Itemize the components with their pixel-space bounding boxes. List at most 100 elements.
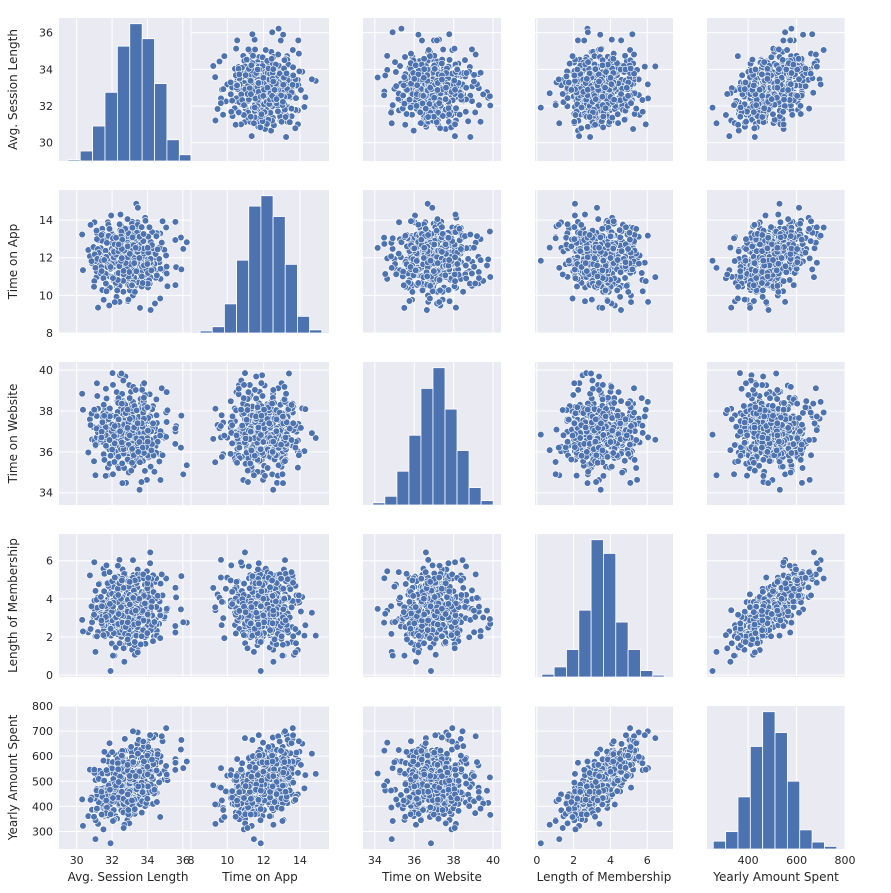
scatter-point xyxy=(623,283,630,290)
scatter-point xyxy=(600,113,607,120)
scatter-point xyxy=(436,100,443,107)
scatter-point xyxy=(154,246,161,253)
scatter-point xyxy=(618,248,625,255)
scatter-point xyxy=(587,134,594,141)
scatter-point xyxy=(625,246,632,253)
scatter-point xyxy=(401,305,408,312)
histogram-bar xyxy=(249,206,261,333)
scatter-point xyxy=(216,58,223,65)
scatter-point xyxy=(402,232,409,239)
scatter-point xyxy=(251,104,258,111)
scatter-point xyxy=(794,93,801,100)
scatter-point xyxy=(727,244,734,251)
scatter-point xyxy=(106,226,113,233)
scatter-point xyxy=(296,50,303,57)
scatter-point xyxy=(91,406,98,413)
scatter-point xyxy=(94,380,101,387)
scatter-point xyxy=(760,287,767,294)
scatter-point xyxy=(245,46,252,53)
scatter-point xyxy=(415,31,422,38)
scatter-point xyxy=(751,298,758,305)
scatter-point xyxy=(586,232,593,239)
scatter-point xyxy=(774,244,781,251)
scatter-point xyxy=(607,255,614,262)
histogram-bar xyxy=(212,327,224,333)
scatter-point xyxy=(252,46,259,53)
scatter-point xyxy=(163,419,170,426)
scatter-point xyxy=(565,79,572,86)
panel-time-on-app-vs-time-on-website xyxy=(363,190,501,333)
scatter-point xyxy=(102,473,109,480)
scatter-point xyxy=(114,287,121,294)
scatter-point xyxy=(802,65,809,72)
scatter-point xyxy=(153,233,160,240)
scatter-point xyxy=(183,462,190,469)
scatter-point xyxy=(88,258,95,265)
scatter-point xyxy=(782,299,789,306)
scatter-point xyxy=(427,295,434,302)
scatter-point xyxy=(788,25,795,32)
scatter-point xyxy=(129,234,136,241)
panel-time-on-app-vs-yearly-amount-spent xyxy=(707,190,845,333)
scatter-point xyxy=(629,31,636,38)
scatter-point xyxy=(633,226,640,233)
scatter-point xyxy=(411,76,418,83)
scatter-point xyxy=(456,225,463,232)
scatter-point xyxy=(446,298,453,305)
scatter-point xyxy=(463,84,470,91)
histogram-bar xyxy=(273,217,285,333)
scatter-point xyxy=(292,444,299,451)
scatter-point xyxy=(120,377,127,384)
scatter-point xyxy=(247,78,254,85)
scatter-point xyxy=(163,252,170,259)
scatter-point xyxy=(622,52,629,59)
scatter-point xyxy=(151,468,158,475)
scatter-point xyxy=(652,63,659,70)
scatter-point xyxy=(641,63,648,70)
scatter-point xyxy=(144,261,151,268)
scatter-point xyxy=(439,60,446,67)
scatter-point xyxy=(788,70,795,77)
scatter-point xyxy=(103,280,110,287)
scatter-point xyxy=(248,62,255,69)
scatter-point xyxy=(465,256,472,263)
scatter-point xyxy=(780,108,787,115)
scatter-point xyxy=(164,283,171,290)
scatter-point xyxy=(814,63,821,70)
scatter-point xyxy=(106,437,113,444)
scatter-point xyxy=(388,265,395,272)
scatter-point xyxy=(731,235,738,242)
scatter-point xyxy=(258,380,265,387)
scatter-point xyxy=(742,258,749,265)
scatter-point xyxy=(87,222,94,229)
scatter-point xyxy=(783,269,790,276)
scatter-point xyxy=(592,121,599,128)
scatter-point xyxy=(451,77,458,84)
scatter-point xyxy=(741,86,748,93)
scatter-point xyxy=(555,76,562,83)
scatter-point xyxy=(124,425,131,432)
scatter-point xyxy=(437,125,444,132)
scatter-point xyxy=(471,72,478,79)
scatter-point xyxy=(571,72,578,79)
scatter-point xyxy=(440,113,447,120)
scatter-point xyxy=(419,37,426,44)
scatter-point xyxy=(452,121,459,128)
scatter-point xyxy=(777,219,784,226)
scatter-point xyxy=(571,224,578,231)
scatter-point xyxy=(608,81,615,88)
scatter-point xyxy=(218,100,225,107)
histogram-bar xyxy=(179,155,191,161)
scatter-point xyxy=(751,125,758,132)
scatter-point xyxy=(474,233,481,240)
scatter-point xyxy=(240,395,247,402)
scatter-point xyxy=(790,61,797,68)
scatter-point xyxy=(440,46,447,53)
scatter-point xyxy=(774,84,781,91)
scatter-point xyxy=(618,307,625,314)
scatter-point xyxy=(183,239,190,246)
scatter-point xyxy=(569,53,576,60)
scatter-point xyxy=(596,78,603,85)
histogram-bar xyxy=(80,151,92,161)
scatter-point xyxy=(538,104,545,111)
